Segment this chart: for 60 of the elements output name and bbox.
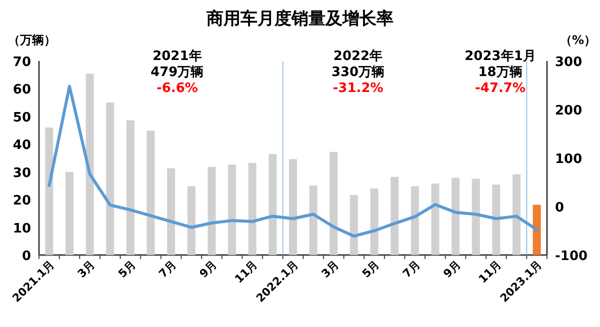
y-tick-label: 0 (22, 249, 31, 264)
y2-tick-label: 200 (555, 104, 582, 118)
bar (512, 174, 521, 255)
annotation: -31.2% (332, 81, 384, 96)
bar (268, 154, 277, 255)
bar (410, 186, 419, 255)
annotation: 2023年1月 (464, 49, 536, 64)
y-axis-title: （万辆） (8, 33, 56, 47)
y2-axis-title: （%） (560, 33, 596, 47)
bar (208, 166, 216, 255)
x-tick-label: 9月 (197, 258, 220, 280)
y2-tick-label: 300 (555, 55, 582, 70)
x-tick-label: 11月 (232, 258, 260, 286)
bar (45, 128, 54, 255)
x-tick-label: 3月 (319, 258, 342, 280)
bar (106, 102, 114, 255)
y-tick-label: 10 (12, 221, 31, 236)
annotation: 479万辆 (150, 65, 204, 80)
y2-tick-label: 0 (555, 200, 564, 216)
y-tick-label: 70 (12, 55, 31, 70)
bar (370, 188, 378, 255)
annotation: -6.6% (156, 81, 198, 96)
bar (472, 178, 480, 255)
bar (126, 120, 134, 255)
y-tick-label: 40 (12, 138, 31, 154)
annotation: 18万辆 (478, 65, 522, 80)
bar (431, 183, 440, 255)
x-tick-label: 11月 (476, 258, 504, 286)
x-tick-label: 3月 (75, 258, 98, 280)
y-tick-label: 30 (12, 166, 31, 181)
bar (167, 168, 176, 255)
x-tick-label: 9月 (440, 258, 464, 280)
y-tick-label: 60 (12, 82, 31, 98)
annotation: 2021年 (152, 49, 202, 64)
x-tick-label: 5月 (360, 258, 382, 280)
bar (330, 152, 338, 255)
x-tick-label: 7月 (156, 258, 179, 280)
y2-tick-label: -100 (555, 249, 588, 264)
bar (187, 186, 196, 255)
bar (65, 172, 74, 255)
y-tick-label: 50 (12, 110, 31, 126)
bar (146, 130, 155, 255)
annotation: 330万辆 (331, 65, 385, 80)
annotation: 2022年 (333, 49, 383, 64)
bar (309, 185, 318, 255)
bar (492, 184, 500, 255)
x-tick-label: 7月 (400, 258, 423, 280)
y-tick-label: 20 (12, 194, 31, 209)
bar (248, 162, 256, 255)
bar (452, 178, 460, 255)
bar (289, 159, 297, 255)
y2-tick-label: 100 (555, 152, 582, 167)
bar (390, 176, 399, 255)
bar (86, 74, 94, 255)
bar (532, 204, 541, 255)
x-tick-label: 5月 (116, 258, 138, 280)
annotation: -47.7% (475, 81, 526, 96)
bar (350, 195, 358, 255)
bar (228, 164, 236, 255)
chart-title: 商用车月度销量及增长率 (206, 9, 394, 29)
